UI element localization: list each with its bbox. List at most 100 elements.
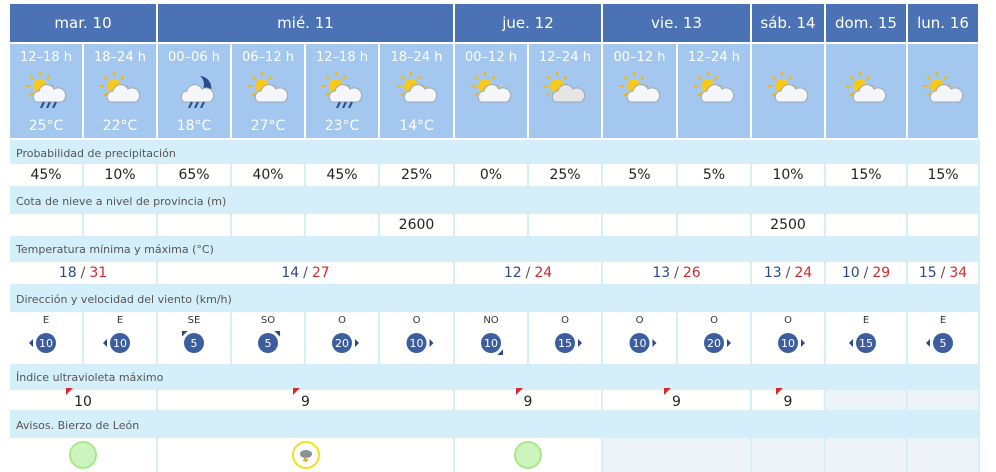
uv-value: 9 — [664, 388, 681, 410]
wind-badge: 15 — [849, 333, 876, 353]
uv-cell — [826, 390, 908, 410]
day-header: mar. 10 — [10, 4, 158, 42]
weather-icon — [543, 72, 586, 103]
uv-marker — [515, 388, 523, 395]
snow-cell — [306, 214, 380, 236]
temperature-min: 13 — [652, 265, 671, 281]
temperature-max: 26 — [682, 265, 701, 281]
snow-cell — [10, 214, 84, 236]
wind-speed: 10 — [781, 337, 795, 350]
warning-cell — [158, 438, 455, 472]
temperature-min: 18 — [58, 265, 77, 281]
row-label: Probabilidad de precipitación — [10, 142, 980, 164]
period-cell: 00–06 h 18°C — [158, 44, 232, 138]
precipitation-value: 0% — [455, 164, 529, 186]
wind-direction: E — [116, 315, 124, 326]
precipitation-value: 15% — [826, 164, 908, 186]
temperature-min: 10 — [841, 265, 860, 281]
wind-speed: 20 — [335, 337, 349, 350]
uv-cell: 9 — [455, 388, 603, 410]
weather-icon — [322, 72, 363, 108]
period-label: 12–24 h — [539, 50, 591, 65]
period-temperature: 23°C — [324, 118, 360, 134]
wind-direction: O — [784, 315, 792, 326]
wind-speed: 10 — [410, 337, 424, 350]
wind-direction: E — [862, 315, 870, 326]
period-label: 00–12 h — [465, 50, 517, 65]
period-label: 00–12 h — [613, 50, 666, 65]
day-header: sáb. 14 — [752, 4, 826, 42]
wind-badge: 10 — [481, 333, 504, 356]
snow-cell: 2500 — [752, 214, 826, 236]
weather-icon — [694, 72, 735, 103]
uv-marker — [775, 388, 783, 395]
wind-direction: E — [42, 315, 50, 326]
temperature-min: 15 — [918, 265, 937, 281]
wind-cell: O 20 — [678, 312, 752, 364]
wind-badge: 20 — [332, 333, 359, 353]
uv-value: 9 — [515, 388, 532, 410]
day-header: jue. 12 — [455, 4, 603, 42]
wind-speed: 10 — [113, 337, 127, 350]
wind-speed: 10 — [633, 337, 647, 350]
wind-direction: O — [338, 315, 346, 326]
temperature-separator: / — [674, 265, 679, 281]
weather-icon — [471, 72, 512, 103]
storm-icon — [299, 450, 312, 462]
wind-direction: NO — [483, 315, 499, 326]
wind-cell: E 15 — [826, 312, 908, 364]
temperature-max: 31 — [89, 265, 108, 281]
temperature-cell: 10/29 — [826, 262, 908, 284]
wind-speed: 10 — [484, 337, 498, 350]
temperature-cell: 14/27 — [158, 262, 455, 284]
temperature-min: 14 — [281, 265, 300, 281]
snow-cell — [603, 214, 678, 236]
period-cell: 00–12 h — [603, 44, 678, 138]
wind-cell: O 15 — [529, 312, 603, 364]
warning-cell — [455, 438, 603, 472]
wind-cell: O 10 — [380, 312, 455, 364]
period-label: 12–24 h — [688, 50, 740, 65]
wind-badge: 10 — [778, 333, 805, 353]
warning-circle — [69, 441, 97, 469]
temperature-cell: 12/24 — [455, 262, 603, 284]
weather-icon — [768, 72, 809, 103]
wind-speed: 20 — [707, 337, 721, 350]
period-temperature: 14°C — [399, 118, 434, 134]
wind-direction: O — [561, 315, 569, 326]
wind-speed: 5 — [191, 337, 198, 350]
snow-cell — [158, 214, 232, 236]
uv-value: 9 — [775, 388, 792, 410]
period-cell: 12–24 h — [529, 44, 603, 138]
precipitation-value: 45% — [306, 164, 380, 186]
period-label: 12–18 h — [20, 50, 72, 65]
warning-cell — [826, 438, 908, 472]
period-cell: 12–18 h 25°C — [10, 44, 84, 138]
temperature-max: 34 — [949, 265, 968, 281]
uv-marker — [664, 388, 672, 395]
wind-direction: O — [710, 315, 718, 326]
temperature-cell: 18/31 — [10, 262, 158, 284]
temperature-cell: 13/24 — [752, 262, 826, 284]
temperature-max: 27 — [311, 265, 330, 281]
temperature-max: 29 — [872, 265, 891, 281]
warning-circle — [291, 441, 320, 469]
period-cell: 12–18 h 23°C — [306, 44, 380, 138]
wind-direction: SO — [260, 315, 276, 326]
wind-direction: E — [939, 315, 947, 326]
snow-cell — [232, 214, 306, 236]
uv-cell: 9 — [752, 388, 826, 410]
weather-icon — [619, 72, 660, 103]
warning-cell — [603, 438, 752, 472]
period-label: 00–06 h — [168, 50, 220, 65]
temperature-separator: / — [785, 265, 791, 281]
day-header: dom. 15 — [826, 4, 908, 42]
wind-cell: O 20 — [306, 312, 380, 364]
period-cell — [826, 44, 908, 138]
wind-badge: 5 — [181, 330, 204, 353]
day-header: vie. 13 — [603, 4, 752, 42]
temperature-separator: / — [303, 265, 308, 281]
temperature-max: 24 — [794, 265, 813, 281]
period-cell: 12–24 h — [678, 44, 752, 138]
